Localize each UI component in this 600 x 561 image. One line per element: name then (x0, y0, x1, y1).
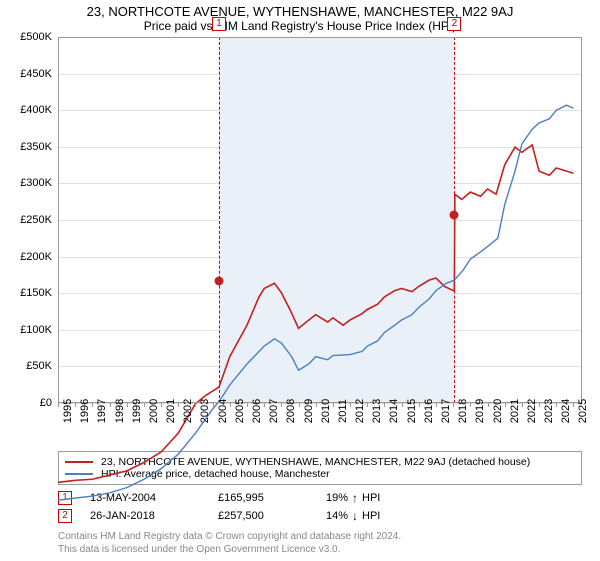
y-tick-label: £200K (20, 251, 58, 263)
x-tick-mark (470, 403, 471, 407)
x-tick-label: 2005 (234, 399, 246, 423)
x-tick-mark (127, 403, 128, 407)
x-tick-mark (333, 403, 334, 407)
x-tick-label: 2004 (217, 399, 229, 423)
y-tick-label: £150K (20, 287, 58, 299)
x-tick-label: 2024 (560, 399, 572, 423)
x-tick-label: 1998 (114, 399, 126, 423)
x-tick-label: 1997 (96, 399, 108, 423)
x-tick-mark (110, 403, 111, 407)
x-tick-label: 2016 (423, 399, 435, 423)
x-tick-mark (522, 403, 523, 407)
x-tick-label: 2019 (474, 399, 486, 423)
x-tick-label: 2009 (303, 399, 315, 423)
chart-container: 23, NORTHCOTE AVENUE, WYTHENSHAWE, MANCH… (0, 0, 600, 560)
x-tick-label: 2012 (354, 399, 366, 423)
x-tick-mark (367, 403, 368, 407)
x-tick-mark (539, 403, 540, 407)
x-tick-mark (505, 403, 506, 407)
x-tick-mark (299, 403, 300, 407)
x-tick-mark (384, 403, 385, 407)
x-tick-label: 2011 (337, 399, 349, 423)
x-tick-label: 2000 (148, 399, 160, 423)
x-tick-mark (556, 403, 557, 407)
x-tick-mark (453, 403, 454, 407)
x-tick-label: 2002 (182, 399, 194, 423)
x-tick-mark (58, 403, 59, 407)
x-tick-mark (178, 403, 179, 407)
chart-title: 23, NORTHCOTE AVENUE, WYTHENSHAWE, MANCH… (10, 4, 590, 19)
x-tick-label: 2021 (509, 399, 521, 423)
x-tick-label: 2008 (285, 399, 297, 423)
marker-box: 2 (447, 17, 461, 31)
chart-subtitle: Price paid vs. HM Land Registry's House … (10, 19, 590, 33)
x-tick-label: 2014 (388, 399, 400, 423)
x-tick-mark (419, 403, 420, 407)
x-tick-label: 2001 (165, 399, 177, 423)
x-tick-label: 2003 (199, 399, 211, 423)
x-tick-label: 2020 (492, 399, 504, 423)
line-layer (58, 37, 582, 561)
x-tick-mark (247, 403, 248, 407)
x-tick-label: 1996 (79, 399, 91, 423)
x-tick-label: 2025 (577, 399, 589, 423)
y-tick-label: £100K (20, 324, 58, 336)
x-tick-mark (281, 403, 282, 407)
x-tick-mark (144, 403, 145, 407)
x-tick-label: 2023 (543, 399, 555, 423)
y-tick-label: £50K (26, 360, 58, 372)
y-tick-label: £400K (20, 104, 58, 116)
x-tick-label: 2013 (371, 399, 383, 423)
y-tick-label: £500K (20, 31, 58, 43)
y-tick-label: £300K (20, 177, 58, 189)
x-tick-label: 2006 (251, 399, 263, 423)
x-tick-mark (75, 403, 76, 407)
x-tick-mark (230, 403, 231, 407)
y-tick-label: £250K (20, 214, 58, 226)
x-tick-mark (402, 403, 403, 407)
x-tick-mark (573, 403, 574, 407)
x-tick-mark (195, 403, 196, 407)
marker-box: 1 (212, 17, 226, 31)
y-tick-label: £350K (20, 141, 58, 153)
x-tick-mark (161, 403, 162, 407)
x-tick-mark (350, 403, 351, 407)
x-tick-label: 2022 (526, 399, 538, 423)
plot-area: £0£50K£100K£150K£200K£250K£300K£350K£400… (58, 37, 582, 403)
y-tick-label: £450K (20, 68, 58, 80)
x-tick-mark (264, 403, 265, 407)
x-tick-mark (488, 403, 489, 407)
x-tick-label: 2015 (406, 399, 418, 423)
x-tick-mark (92, 403, 93, 407)
x-tick-label: 1995 (62, 399, 74, 423)
x-tick-label: 2010 (320, 399, 332, 423)
x-tick-label: 2007 (268, 399, 280, 423)
x-tick-mark (213, 403, 214, 407)
y-tick-label: £0 (40, 397, 58, 409)
x-tick-label: 2018 (457, 399, 469, 423)
x-tick-mark (436, 403, 437, 407)
x-axis-ticks: 1995199619971998199920002001200220032004… (58, 407, 582, 451)
x-tick-label: 1999 (131, 399, 143, 423)
x-tick-label: 2017 (440, 399, 452, 423)
x-tick-mark (316, 403, 317, 407)
